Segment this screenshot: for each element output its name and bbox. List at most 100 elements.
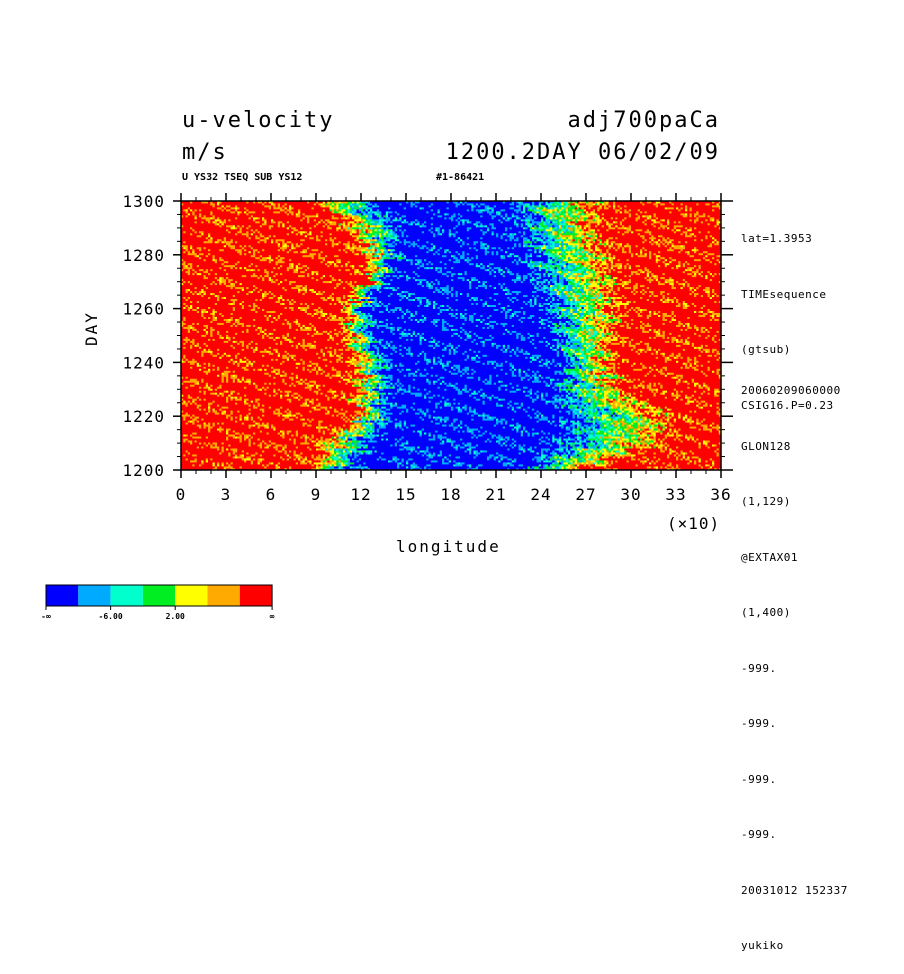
heatmap-cell <box>469 426 481 429</box>
heatmap-cell <box>527 372 535 375</box>
heatmap-cell <box>568 372 571 375</box>
heatmap-cell <box>646 466 652 469</box>
heatmap-cell <box>667 416 672 419</box>
heatmap-cell <box>230 414 240 417</box>
heatmap-cell <box>662 442 666 445</box>
heatmap-cell <box>709 404 713 407</box>
heatmap-cell <box>610 384 634 387</box>
heatmap-cell <box>410 464 414 467</box>
experiment-label: adj700paCa <box>567 108 720 133</box>
heatmap-cell <box>230 390 236 393</box>
heatmap-cell <box>655 390 659 393</box>
heatmap-cell <box>181 388 209 391</box>
heatmap-cell <box>525 468 528 470</box>
heatmap-cell <box>709 424 713 427</box>
heatmap-cell <box>205 390 225 393</box>
heatmap-cell <box>426 448 429 451</box>
heatmap-cell <box>667 408 670 411</box>
heatmap-cell <box>457 402 461 405</box>
heatmap-cell <box>363 378 369 381</box>
heatmap-cell <box>183 400 186 403</box>
heatmap-cell <box>208 408 211 411</box>
heatmap-cell <box>671 414 675 417</box>
heatmap-cell <box>649 382 652 385</box>
heatmap-cell <box>682 440 695 443</box>
heatmap-cell <box>257 416 261 419</box>
heatmap-cell <box>680 414 686 417</box>
heatmap-cell <box>318 466 321 469</box>
heatmap-cell <box>628 430 634 433</box>
heatmap-cell <box>651 424 654 427</box>
heatmap-cell <box>482 380 486 383</box>
heatmap-cell <box>430 452 434 455</box>
heatmap-cell <box>649 428 652 431</box>
heatmap-cell <box>302 422 308 425</box>
heatmap-cell <box>642 442 648 445</box>
heatmap-cell <box>658 430 661 433</box>
heatmap-cell <box>343 442 346 445</box>
heatmap-cell <box>606 376 609 379</box>
heatmap-cell <box>667 422 670 425</box>
heatmap-cell <box>379 420 384 423</box>
heatmap-cell <box>511 458 515 461</box>
heatmap-cell <box>565 394 569 397</box>
heatmap-cell <box>493 394 526 397</box>
heatmap-cell <box>455 446 459 449</box>
heatmap-cell <box>579 402 582 405</box>
heatmap-cell <box>271 370 274 373</box>
heatmap-cell <box>572 464 576 467</box>
heatmap-cell <box>655 418 659 421</box>
heatmap-cell <box>444 420 447 423</box>
heatmap-cell <box>471 464 479 467</box>
heatmap-cell <box>637 432 641 435</box>
heatmap-cell <box>496 452 499 455</box>
heatmap-cell <box>709 410 717 413</box>
heatmap-cell <box>264 450 279 453</box>
heatmap-cell <box>338 394 344 397</box>
heatmap-cell <box>246 380 252 383</box>
heatmap-cell <box>329 446 333 449</box>
heatmap-cell <box>403 460 407 463</box>
heatmap-cell <box>617 390 621 393</box>
heatmap-cell <box>196 402 209 405</box>
heatmap-cell <box>300 442 310 445</box>
heatmap-cell <box>212 444 216 447</box>
heatmap-cell <box>201 462 204 465</box>
heatmap-cell <box>590 392 594 395</box>
heatmap-cell <box>646 456 654 459</box>
heatmap-cell <box>514 426 519 429</box>
heatmap-cell <box>352 438 355 441</box>
heatmap-cell <box>352 376 357 379</box>
heatmap-cell <box>637 450 641 453</box>
heatmap-cell <box>286 412 292 415</box>
heatmap-cell <box>190 420 193 423</box>
heatmap-cell <box>329 388 333 391</box>
heatmap-cell <box>311 454 315 457</box>
heatmap-cell <box>547 402 553 405</box>
heatmap-cell <box>491 374 497 377</box>
heatmap-cell <box>196 404 202 407</box>
heatmap-cell <box>588 426 591 429</box>
heatmap-cell <box>460 406 463 409</box>
heatmap-cell <box>653 384 657 387</box>
heatmap-cell <box>347 428 351 431</box>
heatmap-cell <box>606 454 612 457</box>
heatmap-cell <box>511 460 515 463</box>
heatmap-cell <box>264 372 270 375</box>
heatmap-cell <box>401 424 405 427</box>
heatmap-cell <box>232 374 236 377</box>
heatmap-cell <box>511 400 533 403</box>
heatmap-cell <box>212 408 216 411</box>
heatmap-cell <box>712 458 721 461</box>
heatmap-cell <box>453 446 456 449</box>
heatmap-cell <box>475 446 513 449</box>
heatmap-cell <box>613 432 616 435</box>
heatmap-cell <box>361 406 364 409</box>
heatmap-cell <box>601 410 607 413</box>
heatmap-cell <box>637 418 641 421</box>
heatmap-cell <box>228 416 231 419</box>
heatmap-cell <box>676 436 679 439</box>
heatmap-cell <box>606 448 609 451</box>
heatmap-cell <box>610 448 614 451</box>
heatmap-cell <box>356 442 362 445</box>
